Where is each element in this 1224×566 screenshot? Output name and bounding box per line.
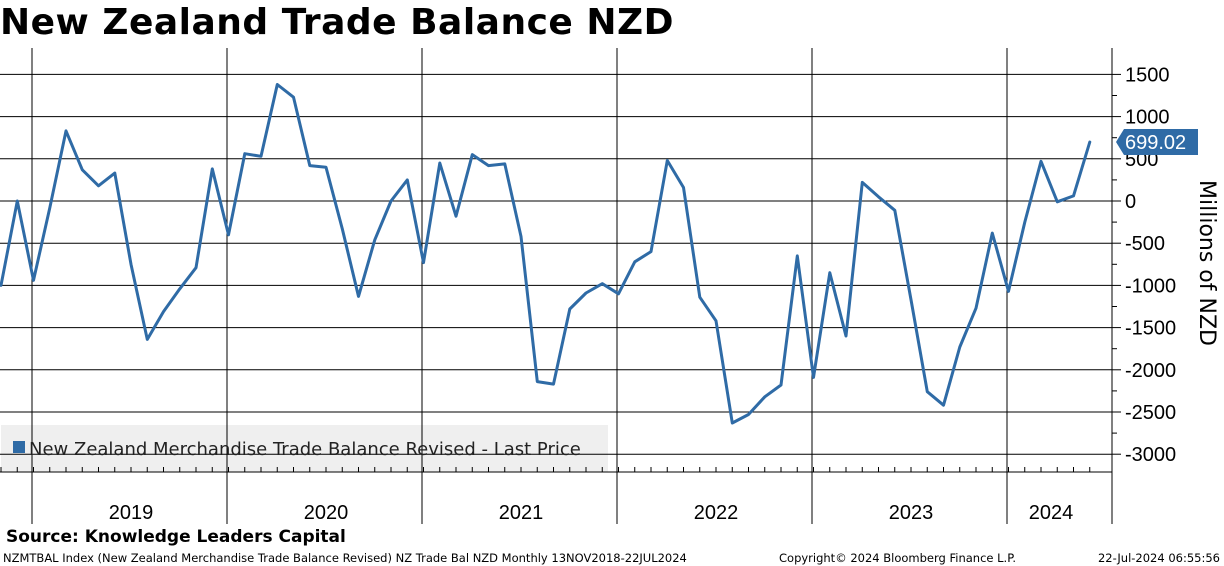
source-note: Source: Knowledge Leaders Capital — [6, 527, 346, 547]
x-year-label: 2020 — [304, 502, 349, 524]
legend-box — [1, 425, 608, 472]
series-line-trade-balance — [0, 83, 1092, 425]
y-tick-label: 0 — [1125, 191, 1136, 213]
legend: New Zealand Merchandise Trade Balance Re… — [13, 439, 581, 460]
chart-title: New Zealand Trade Balance NZD — [0, 2, 674, 43]
footer-index-info: NZMTBAL Index (New Zealand Merchandise T… — [3, 551, 687, 565]
footer-timestamp: 22-Jul-2024 06:55:56 — [1097, 551, 1220, 565]
x-year-label: 2022 — [694, 502, 739, 524]
y-tick-label: -3000 — [1125, 444, 1176, 466]
y-tick-label: -1000 — [1125, 275, 1176, 297]
axes — [0, 48, 1121, 524]
x-year-label: 2019 — [109, 502, 154, 524]
y-axis-label: Millions of NZD — [1194, 180, 1219, 346]
x-year-label: 2023 — [889, 502, 934, 524]
footer-copyright: Copyright© 2024 Bloomberg Finance L.P. — [779, 551, 1016, 565]
y-tick-label: 1500 — [1125, 64, 1170, 86]
x-year-labels: 2019 2020 2021 2022 2023 2024 — [109, 502, 1074, 524]
y-tick-label: 1000 — [1125, 107, 1170, 129]
last-price-badge-shape — [1116, 129, 1198, 156]
y-tick-label: -500 — [1125, 233, 1165, 255]
y-tick-label: -2500 — [1125, 402, 1176, 424]
last-price-badge: 699.02 — [1116, 129, 1198, 156]
last-price-label: 699.02 — [1125, 132, 1186, 154]
legend-swatch — [13, 441, 25, 453]
series-layer — [0, 83, 1092, 425]
y-tick-label: -2000 — [1125, 360, 1176, 382]
x-year-label: 2021 — [499, 502, 544, 524]
x-year-label: 2024 — [1029, 502, 1074, 524]
y-tick-labels: 150010005000-500-1000-1500-2000-2500-300… — [1125, 64, 1176, 466]
y-tick-label: -1500 — [1125, 318, 1176, 340]
legend-label: New Zealand Merchandise Trade Balance Re… — [29, 439, 581, 460]
